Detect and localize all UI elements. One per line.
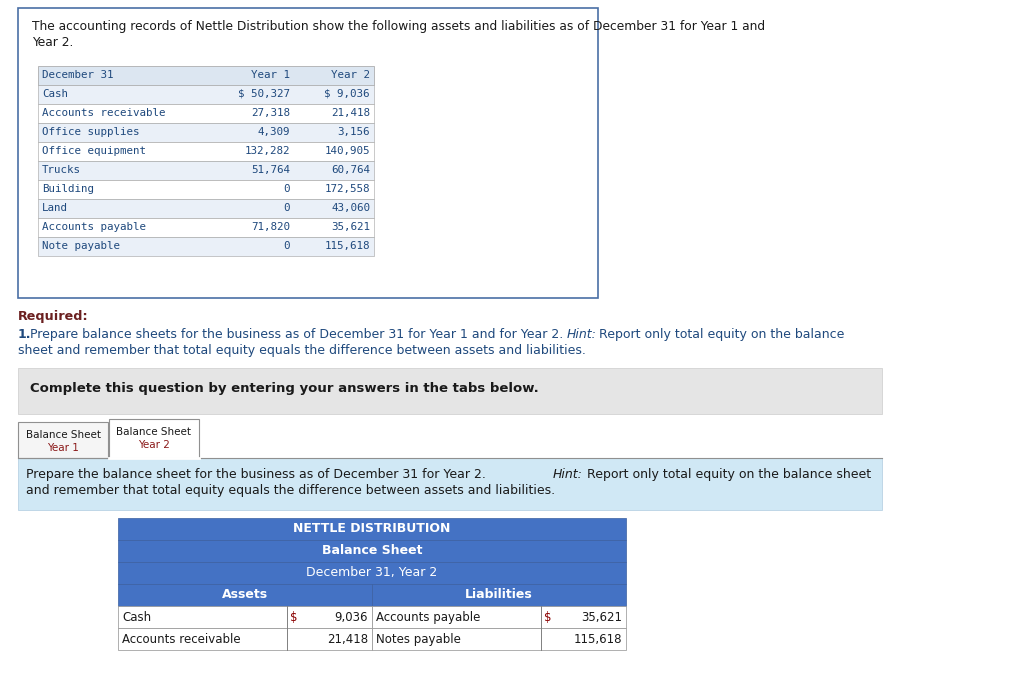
- Bar: [372, 628, 626, 650]
- Bar: [118, 606, 372, 628]
- Text: Cash: Cash: [122, 611, 151, 624]
- Text: Accounts payable: Accounts payable: [42, 222, 146, 232]
- Text: 132,282: 132,282: [244, 146, 290, 156]
- Bar: [118, 628, 372, 650]
- Bar: [18, 8, 598, 298]
- Bar: [38, 180, 374, 199]
- Text: Report only total equity on the balance sheet: Report only total equity on the balance …: [583, 468, 871, 481]
- Text: Accounts receivable: Accounts receivable: [42, 108, 165, 118]
- Text: 0: 0: [284, 203, 290, 213]
- Bar: [38, 218, 374, 237]
- Text: 115,618: 115,618: [324, 241, 370, 251]
- Text: $ 9,036: $ 9,036: [324, 89, 370, 99]
- Bar: [38, 123, 374, 142]
- Text: December 31: December 31: [42, 70, 113, 80]
- Text: 0: 0: [284, 184, 290, 194]
- Text: 1.: 1.: [18, 328, 31, 341]
- Text: Office supplies: Office supplies: [42, 127, 140, 137]
- Text: 51,764: 51,764: [251, 165, 290, 175]
- Text: Year 2: Year 2: [138, 440, 170, 450]
- Text: Assets: Assets: [222, 588, 268, 601]
- Text: December 31, Year 2: December 31, Year 2: [306, 566, 438, 579]
- Text: $: $: [544, 611, 551, 624]
- Text: 9,036: 9,036: [334, 611, 368, 624]
- Text: 172,558: 172,558: [324, 184, 370, 194]
- Text: 71,820: 71,820: [251, 222, 290, 232]
- Bar: [38, 237, 374, 256]
- Bar: [38, 66, 374, 85]
- Text: Year 1: Year 1: [47, 443, 79, 453]
- Text: 140,905: 140,905: [324, 146, 370, 156]
- Bar: [18, 368, 882, 414]
- Text: 35,621: 35,621: [331, 222, 370, 232]
- Text: 3,156: 3,156: [337, 127, 370, 137]
- Text: sheet and remember that total equity equals the difference between assets and li: sheet and remember that total equity equ…: [18, 344, 586, 357]
- Text: 115,618: 115,618: [573, 633, 622, 646]
- Text: The accounting records of Nettle Distribution show the following assets and liab: The accounting records of Nettle Distrib…: [32, 20, 765, 33]
- Text: Hint:: Hint:: [553, 468, 582, 481]
- Text: 60,764: 60,764: [331, 165, 370, 175]
- Text: Year 2: Year 2: [331, 70, 370, 80]
- Text: Notes payable: Notes payable: [376, 633, 461, 646]
- Text: 21,418: 21,418: [331, 108, 370, 118]
- Bar: [118, 518, 626, 540]
- Text: 4,309: 4,309: [257, 127, 290, 137]
- Text: Report only total equity on the balance: Report only total equity on the balance: [595, 328, 845, 341]
- Text: and remember that total equity equals the difference between assets and liabilit: and remember that total equity equals th…: [26, 484, 555, 497]
- Text: 43,060: 43,060: [331, 203, 370, 213]
- Text: 27,318: 27,318: [251, 108, 290, 118]
- Text: Accounts receivable: Accounts receivable: [122, 633, 241, 646]
- Text: 35,621: 35,621: [581, 611, 622, 624]
- Text: Prepare balance sheets for the business as of December 31 for Year 1 and for Yea: Prepare balance sheets for the business …: [30, 328, 567, 341]
- Text: Trucks: Trucks: [42, 165, 81, 175]
- Text: Cash: Cash: [42, 89, 68, 99]
- Text: Required:: Required:: [18, 310, 88, 323]
- Bar: [18, 422, 108, 458]
- Text: Balance Sheet: Balance Sheet: [322, 544, 422, 557]
- Bar: [18, 458, 882, 510]
- Bar: [118, 584, 372, 606]
- Text: Year 2.: Year 2.: [32, 36, 73, 49]
- Text: Building: Building: [42, 184, 94, 194]
- Text: Office equipment: Office equipment: [42, 146, 146, 156]
- Text: 21,418: 21,418: [327, 633, 368, 646]
- Text: NETTLE DISTRIBUTION: NETTLE DISTRIBUTION: [294, 522, 451, 535]
- Text: Year 1: Year 1: [251, 70, 290, 80]
- Text: $ 50,327: $ 50,327: [238, 89, 290, 99]
- Text: Balance Sheet: Balance Sheet: [116, 427, 191, 437]
- Bar: [118, 562, 626, 584]
- Bar: [372, 606, 626, 628]
- Bar: [38, 142, 374, 161]
- Text: Land: Land: [42, 203, 68, 213]
- Bar: [38, 104, 374, 123]
- Bar: [118, 540, 626, 562]
- Bar: [372, 584, 626, 606]
- Text: Hint:: Hint:: [567, 328, 597, 341]
- Text: Liabilities: Liabilities: [465, 588, 533, 601]
- Text: 0: 0: [284, 241, 290, 251]
- Text: $: $: [290, 611, 298, 624]
- Bar: [109, 419, 199, 458]
- Text: Note payable: Note payable: [42, 241, 120, 251]
- Bar: [38, 161, 374, 180]
- Text: Prepare the balance sheet for the business as of December 31 for Year 2.: Prepare the balance sheet for the busine…: [26, 468, 490, 481]
- Text: Accounts payable: Accounts payable: [376, 611, 480, 624]
- Text: Balance Sheet: Balance Sheet: [25, 430, 100, 440]
- Bar: [38, 199, 374, 218]
- Text: Complete this question by entering your answers in the tabs below.: Complete this question by entering your …: [30, 382, 539, 395]
- Bar: [38, 85, 374, 104]
